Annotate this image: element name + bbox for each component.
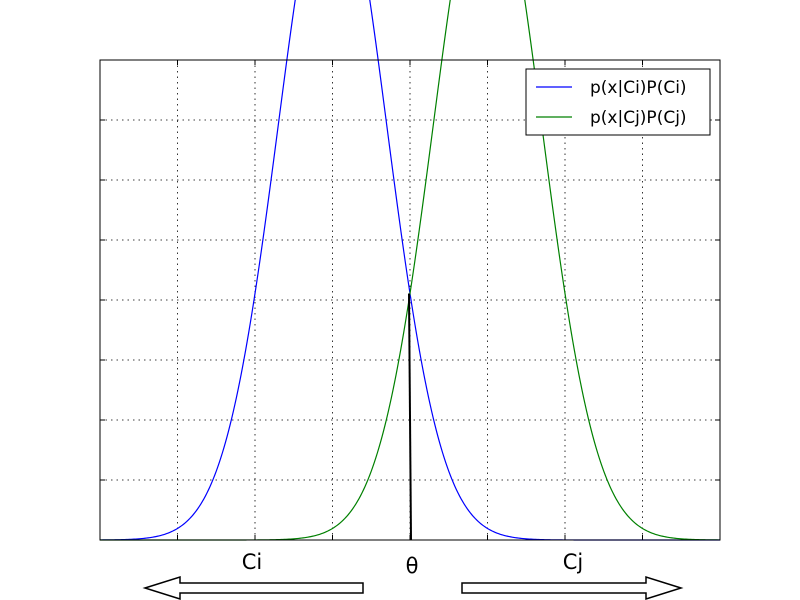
plot-frame [99,59,721,541]
region-label-ci: Ci [242,550,263,574]
legend-label-ci: p(x|Ci)P(Ci) [590,78,687,98]
legend-box [525,68,711,136]
arrow-right-cj [461,575,684,600]
threshold-line [408,293,412,541]
arrow-left-ci [142,575,364,600]
threshold-label: θ [406,554,419,578]
legend-label-cj: p(x|Cj)P(Cj) [590,108,687,128]
region-label-cj: Cj [563,550,584,574]
legend: p(x|Ci)P(Ci) p(x|Cj)P(Cj) [525,68,711,136]
